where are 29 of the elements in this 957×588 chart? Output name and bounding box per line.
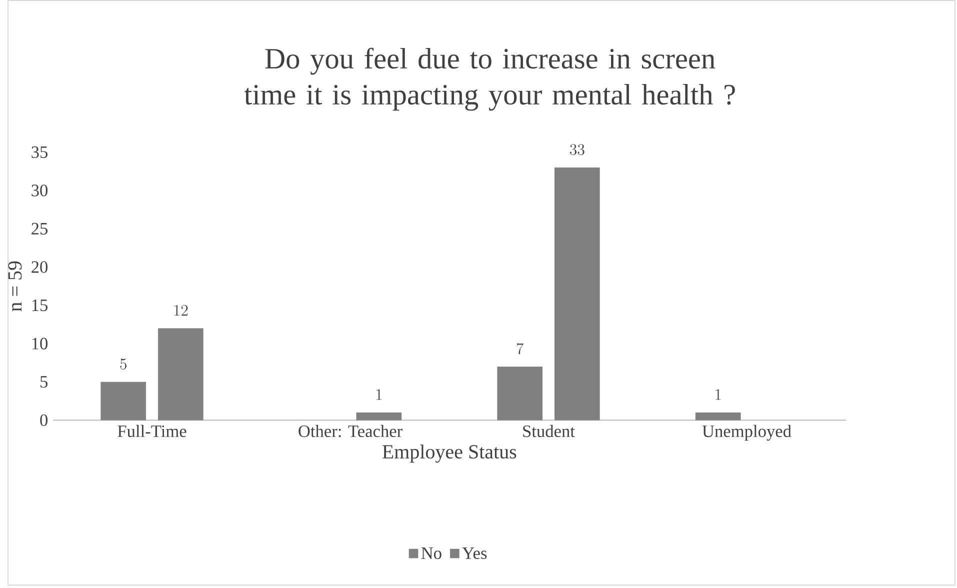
data-label: 12 <box>174 304 188 316</box>
bar <box>695 412 741 420</box>
y-tick-label: 30 <box>32 184 48 196</box>
y-tick-label: 5 <box>40 376 48 388</box>
x-tick-label: Other: Teacher <box>298 424 402 438</box>
legend-label: No <box>421 547 442 559</box>
y-tick-label: 10 <box>32 338 48 350</box>
legend-label: Yes <box>462 547 487 559</box>
y-tick-label: 25 <box>32 222 48 234</box>
data-label: 5 <box>120 358 126 370</box>
x-tick-label: Unemployed <box>702 424 792 441</box>
chart-title: Do you feel due to increase in screen time it is impacting your mental health ? <box>244 48 735 111</box>
data-label: 1 <box>716 389 721 400</box>
data-label: 33 <box>570 144 584 156</box>
y-tick-label: 20 <box>32 261 48 273</box>
x-axis-title: Employee Status <box>382 444 516 463</box>
x-tick-label: Student <box>523 424 575 437</box>
data-label: 1 <box>376 389 382 400</box>
bar <box>554 167 600 420</box>
y-tick-label: 15 <box>32 299 48 312</box>
data-label: 7 <box>516 342 524 354</box>
y-tick-label: 35 <box>32 146 48 158</box>
y-tick-label: 0 <box>40 414 48 426</box>
x-tick-label: Full-Time <box>118 424 186 437</box>
bar <box>100 382 146 420</box>
y-axis-title: n = 59 <box>8 261 22 312</box>
bar <box>158 328 204 420</box>
bar <box>356 412 402 420</box>
bar <box>497 366 542 420</box>
